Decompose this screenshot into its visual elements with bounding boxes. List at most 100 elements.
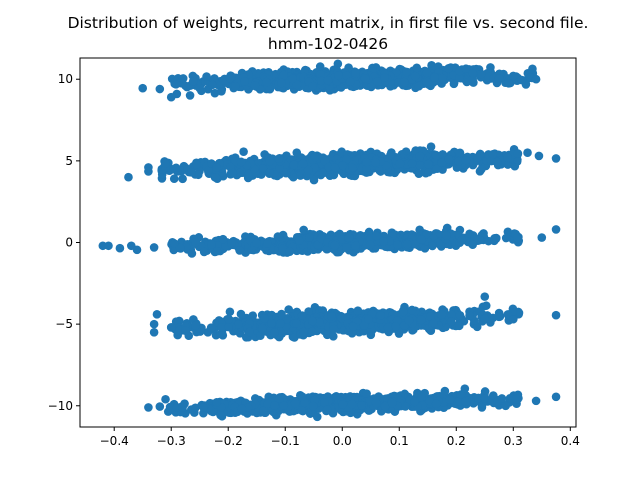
data-point xyxy=(307,327,317,336)
data-point xyxy=(353,306,363,315)
data-point xyxy=(175,243,185,253)
data-point xyxy=(297,311,307,320)
data-point xyxy=(414,169,424,179)
data-point xyxy=(457,235,467,245)
data-point-outlier xyxy=(115,243,125,253)
data-point xyxy=(258,164,268,173)
data-point xyxy=(245,327,254,337)
data-point xyxy=(362,164,371,173)
data-point xyxy=(365,240,375,249)
x-tick-label: 0.2 xyxy=(447,434,466,448)
data-point xyxy=(513,149,523,158)
data-point xyxy=(262,77,272,87)
data-point xyxy=(294,236,304,245)
data-point-outlier xyxy=(508,71,518,81)
data-point xyxy=(481,301,491,310)
data-point xyxy=(191,321,200,330)
y-tick-label: 0 xyxy=(65,236,73,250)
data-point xyxy=(218,234,228,244)
data-point-outlier xyxy=(152,310,162,319)
data-point xyxy=(236,157,246,167)
data-point xyxy=(310,152,320,162)
data-point xyxy=(309,175,319,185)
y-tick-label: 5 xyxy=(65,154,73,168)
data-point xyxy=(285,247,294,256)
data-point xyxy=(290,399,300,408)
data-point xyxy=(304,233,314,242)
data-point xyxy=(265,168,275,177)
data-point-outlier xyxy=(531,396,541,406)
data-point xyxy=(212,398,222,407)
data-point-outlier xyxy=(132,245,142,255)
data-point-outlier xyxy=(534,151,544,161)
data-point xyxy=(235,168,245,178)
y-tick-label: −5 xyxy=(55,317,73,331)
data-point xyxy=(379,237,389,246)
data-point-outlier xyxy=(104,241,113,251)
data-point xyxy=(431,399,441,408)
data-point xyxy=(488,150,498,159)
data-point xyxy=(455,148,465,158)
data-point xyxy=(501,233,511,243)
data-point-outlier xyxy=(144,167,153,176)
data-point xyxy=(360,74,370,83)
data-point xyxy=(228,168,238,178)
data-point xyxy=(260,314,269,323)
data-point xyxy=(489,391,498,400)
data-point xyxy=(465,310,474,320)
data-point xyxy=(303,165,313,175)
data-point xyxy=(504,79,514,88)
data-point xyxy=(224,322,233,332)
data-point xyxy=(316,76,326,86)
data-point xyxy=(185,91,195,100)
data-point xyxy=(491,234,501,243)
data-point xyxy=(437,73,447,83)
data-point xyxy=(345,77,355,86)
data-point xyxy=(414,81,424,91)
data-point xyxy=(468,68,478,78)
data-point xyxy=(380,401,390,411)
data-point xyxy=(274,154,284,164)
data-point xyxy=(235,246,244,255)
data-point xyxy=(308,316,317,326)
data-point xyxy=(455,73,464,83)
data-point xyxy=(380,73,389,82)
data-point xyxy=(402,239,412,249)
data-point xyxy=(270,328,279,337)
data-point xyxy=(410,397,419,407)
data-point xyxy=(371,398,381,408)
data-point xyxy=(447,310,456,320)
data-point xyxy=(426,311,435,321)
data-point xyxy=(376,311,386,320)
x-tick-label: 0.1 xyxy=(390,434,409,448)
data-point xyxy=(292,80,302,90)
data-point xyxy=(325,171,335,180)
data-point xyxy=(178,74,188,83)
data-point xyxy=(480,314,490,323)
data-point xyxy=(250,81,260,90)
data-point xyxy=(211,173,221,182)
data-point xyxy=(338,161,348,170)
data-point-outlier xyxy=(460,384,470,393)
data-point xyxy=(410,71,420,81)
data-point xyxy=(277,309,286,319)
data-point xyxy=(503,160,513,169)
data-point xyxy=(348,322,358,331)
data-point-outlier xyxy=(155,402,165,411)
data-point xyxy=(477,165,486,174)
x-tick-label: 0.0 xyxy=(333,434,352,448)
data-point xyxy=(347,399,357,409)
data-point xyxy=(473,153,483,162)
data-point xyxy=(423,159,433,169)
data-point xyxy=(324,162,333,172)
data-point xyxy=(318,168,328,178)
data-point xyxy=(393,240,402,250)
x-tick-label: −0.1 xyxy=(271,434,300,448)
data-point xyxy=(371,231,381,241)
x-tick-label: 0.3 xyxy=(504,434,523,448)
data-point xyxy=(171,80,181,89)
data-point xyxy=(240,77,249,86)
data-point xyxy=(364,314,373,324)
data-point-outlier xyxy=(508,314,518,324)
